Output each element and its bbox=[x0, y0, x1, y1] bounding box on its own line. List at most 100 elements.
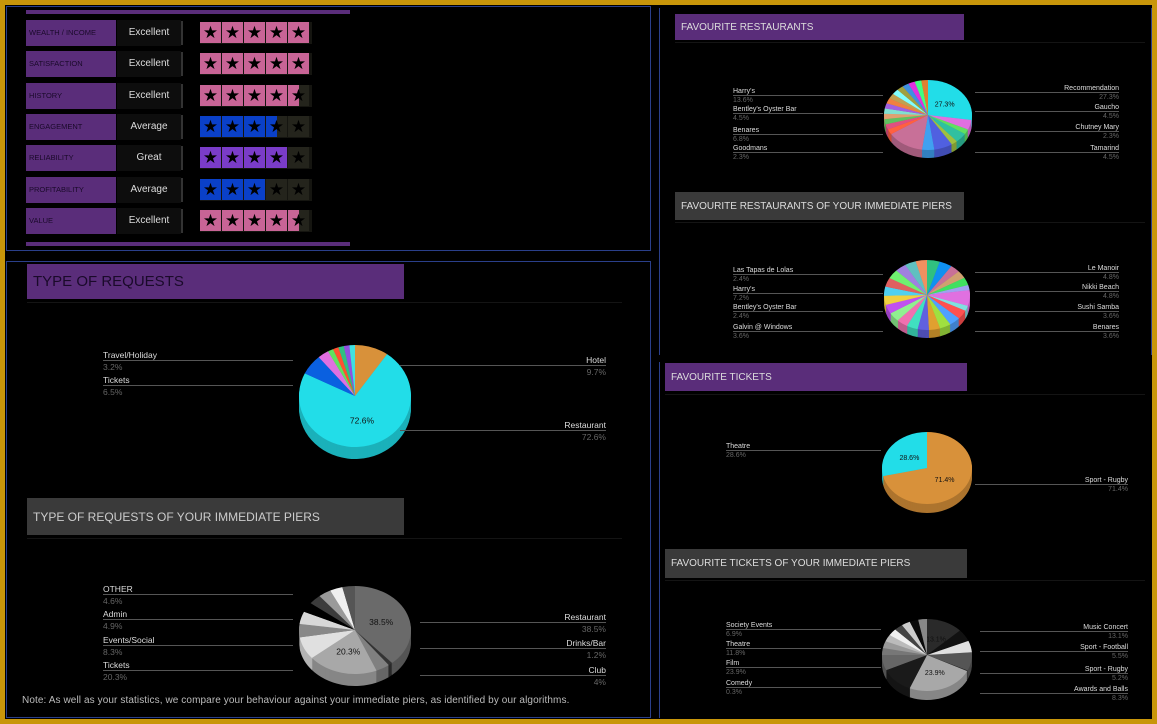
pie-slice[interactable] bbox=[927, 295, 941, 330]
pie-slice[interactable] bbox=[895, 625, 927, 655]
pie-slice[interactable] bbox=[927, 290, 971, 306]
pie-slice[interactable] bbox=[889, 93, 928, 115]
pie-slice[interactable] bbox=[886, 98, 928, 115]
pie-slice[interactable] bbox=[927, 261, 952, 295]
pie-slice[interactable] bbox=[883, 432, 972, 504]
legend-label: Las Tapas de Lolas 2.4% bbox=[733, 267, 883, 283]
slice-percent: 2.4% bbox=[733, 311, 883, 320]
pie-slice[interactable] bbox=[928, 115, 957, 145]
pie-slice[interactable] bbox=[927, 655, 968, 672]
pie-slice[interactable] bbox=[928, 115, 969, 134]
pie-slice[interactable] bbox=[897, 86, 928, 115]
pie-slice[interactable] bbox=[906, 295, 927, 330]
pie-slice[interactable] bbox=[927, 260, 940, 295]
pie-slice[interactable] bbox=[915, 260, 927, 295]
pie-slice[interactable] bbox=[917, 295, 929, 330]
pie-slice[interactable] bbox=[921, 115, 935, 150]
pie-slice[interactable] bbox=[927, 295, 968, 311]
slice-percent: 4.8% bbox=[975, 272, 1119, 281]
pie-slice[interactable] bbox=[918, 619, 927, 655]
pie-slice[interactable] bbox=[927, 630, 969, 655]
pie-slice[interactable] bbox=[882, 647, 927, 655]
pie-slice[interactable] bbox=[885, 295, 927, 314]
pie-slice[interactable] bbox=[927, 295, 951, 329]
pie-slice[interactable] bbox=[338, 346, 355, 396]
pie-slice[interactable] bbox=[901, 621, 927, 655]
pie-slice[interactable] bbox=[927, 295, 966, 319]
pie-slice[interactable] bbox=[304, 357, 355, 396]
pie-slice[interactable] bbox=[886, 655, 927, 689]
pie-slice[interactable] bbox=[908, 81, 928, 115]
pie-slice[interactable] bbox=[927, 640, 972, 655]
pie-slice[interactable] bbox=[927, 619, 960, 655]
pie-slice[interactable] bbox=[333, 347, 355, 396]
pie-slice[interactable] bbox=[889, 270, 927, 295]
pie-slice[interactable] bbox=[349, 345, 355, 396]
pie-slice[interactable] bbox=[889, 629, 927, 655]
pie-slice[interactable] bbox=[927, 652, 972, 671]
pie-slice[interactable] bbox=[355, 630, 393, 666]
pie-slice[interactable] bbox=[330, 587, 355, 630]
pie-slice[interactable] bbox=[891, 115, 928, 150]
pie-slice[interactable] bbox=[884, 103, 928, 115]
pie-slice[interactable] bbox=[304, 603, 355, 630]
pie-slice[interactable] bbox=[299, 623, 355, 638]
pie-slice[interactable] bbox=[355, 586, 412, 664]
pie-slice[interactable] bbox=[882, 641, 927, 655]
pie-slice[interactable] bbox=[342, 586, 355, 630]
pie-slice[interactable] bbox=[343, 345, 355, 396]
pie-slice[interactable] bbox=[885, 634, 927, 655]
pie-slice[interactable] bbox=[892, 89, 928, 115]
pie-slice[interactable] bbox=[896, 264, 927, 295]
pie-slice[interactable] bbox=[927, 271, 965, 295]
pie-slice[interactable] bbox=[299, 354, 412, 447]
pie-slice[interactable] bbox=[928, 115, 972, 130]
star-rating: ★ ★ ★ ★ ★ bbox=[200, 178, 312, 201]
pie-slice[interactable] bbox=[905, 261, 927, 295]
pie-slice[interactable] bbox=[909, 655, 968, 691]
pie-slice[interactable] bbox=[902, 83, 928, 115]
pie-slice[interactable] bbox=[355, 345, 388, 396]
pie-slice[interactable] bbox=[310, 595, 355, 630]
legend-label: Harry's 7.2% bbox=[733, 286, 883, 302]
pie-slice[interactable] bbox=[882, 655, 927, 671]
slice-percent: 6.5% bbox=[103, 385, 293, 397]
pie-slice[interactable] bbox=[927, 295, 960, 325]
star-icon: ★ bbox=[200, 178, 221, 200]
slice-name: Goodmans bbox=[733, 145, 768, 152]
divider bbox=[181, 208, 183, 233]
pie-slice[interactable] bbox=[927, 277, 969, 295]
pie-slice[interactable] bbox=[884, 108, 928, 115]
star-icon: ★ bbox=[288, 178, 309, 200]
pie-slice[interactable] bbox=[299, 630, 355, 659]
legend-label: Hotel 9.7% bbox=[400, 355, 606, 377]
pie-slice[interactable] bbox=[328, 349, 355, 396]
pie-slice[interactable] bbox=[884, 286, 927, 296]
pie-slice[interactable] bbox=[914, 80, 928, 115]
legend-label: Bentley's Oyster Bar 2.4% bbox=[733, 304, 883, 320]
slice-name: Las Tapas de Lolas bbox=[733, 267, 794, 274]
star-icon: ★ bbox=[200, 115, 221, 137]
pie-slice[interactable] bbox=[927, 266, 959, 295]
pie-slice[interactable] bbox=[927, 285, 970, 295]
pie-slice[interactable] bbox=[928, 115, 952, 150]
pie-slice[interactable] bbox=[355, 630, 389, 671]
pie-slice[interactable] bbox=[921, 80, 928, 115]
pie-slice[interactable] bbox=[882, 432, 927, 477]
pie-slice[interactable] bbox=[890, 295, 927, 321]
pie-slice[interactable] bbox=[884, 115, 928, 125]
pie-slice[interactable] bbox=[884, 113, 928, 120]
pie-slice[interactable] bbox=[299, 611, 355, 630]
pie-slice[interactable] bbox=[318, 351, 355, 396]
pie-slice[interactable] bbox=[909, 619, 927, 655]
tickets-piers-title: FAVOURITE TICKETS OF YOUR IMMEDIATE PIER… bbox=[665, 549, 967, 578]
pie-slice[interactable] bbox=[897, 295, 927, 326]
pie-slice[interactable] bbox=[928, 115, 966, 142]
pie-slice[interactable] bbox=[311, 630, 377, 675]
pie-slice[interactable] bbox=[885, 115, 928, 130]
pie-slice[interactable] bbox=[319, 590, 355, 630]
pie-slice[interactable] bbox=[887, 115, 928, 135]
pie-slice[interactable] bbox=[885, 277, 927, 295]
pie-slice[interactable] bbox=[928, 80, 972, 121]
pie-slice[interactable] bbox=[884, 295, 927, 305]
